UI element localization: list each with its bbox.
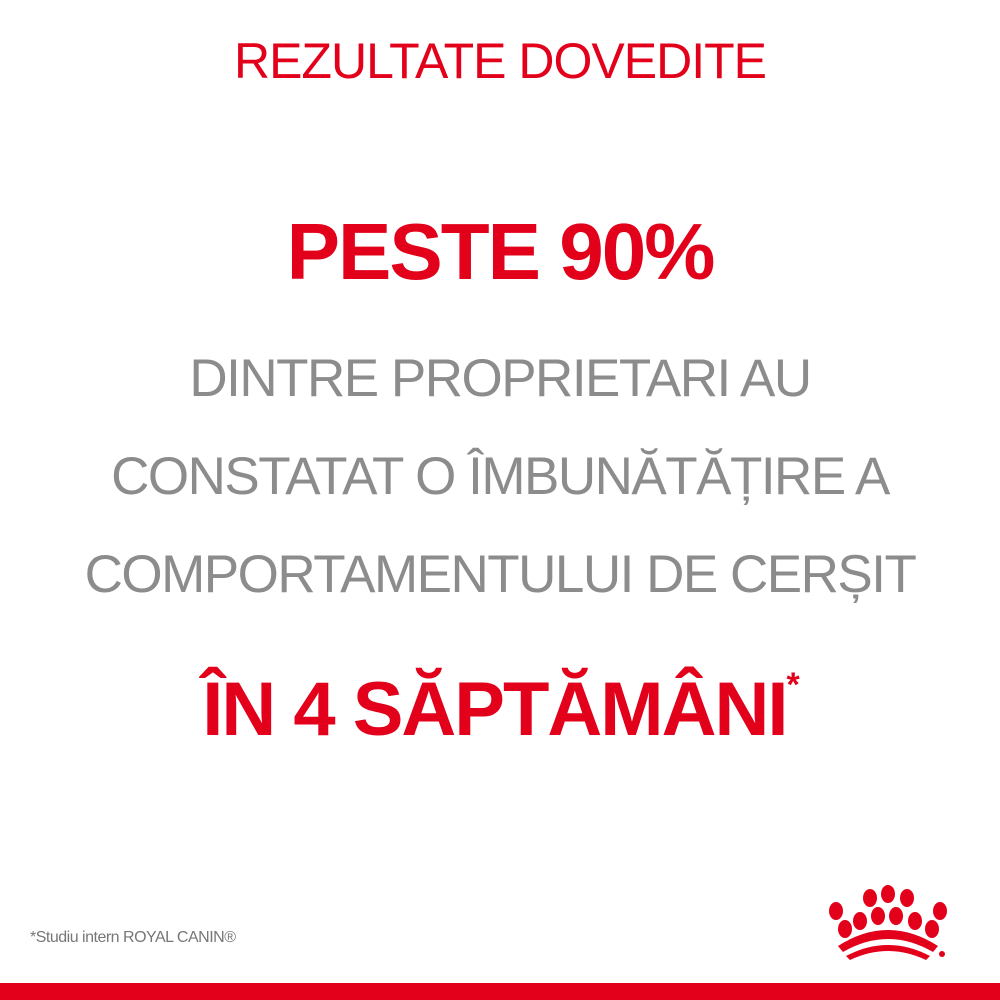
body-line-3: COMPORTAMENTULUI DE CERȘIT — [0, 548, 1000, 601]
stat-text: PESTE 90% — [286, 207, 716, 296]
body-line-text: DINTRE PROPRIETARI AU — [189, 349, 812, 408]
timeframe: ÎN 4 SĂPTĂMÂNI* — [0, 668, 1000, 748]
bottom-accent-bar — [0, 983, 1000, 1000]
asterisk: * — [786, 666, 800, 704]
body-line-text: COMPORTAMENTULUI DE CERȘIT — [84, 545, 917, 604]
footnote: *Studiu intern ROYAL CANIN® — [30, 929, 236, 946]
headline-text: REZULTATE DOVEDITE — [233, 33, 767, 89]
timeframe-wrap: ÎN 4 SĂPTĂMÂNI* — [202, 666, 800, 752]
body-line-text: CONSTATAT O ÎMBUNĂTĂȚIRE A — [111, 447, 890, 506]
crown-icon — [820, 884, 955, 969]
body-line-1: DINTRE PROPRIETARI AU — [0, 352, 1000, 405]
timeframe-text: ÎN 4 SĂPTĂMÂNI — [202, 667, 788, 752]
stat-headline: PESTE 90% — [0, 212, 1000, 292]
body-line-2: CONSTATAT O ÎMBUNĂTĂȚIRE A — [0, 450, 1000, 503]
headline: REZULTATE DOVEDITE — [0, 36, 1000, 86]
